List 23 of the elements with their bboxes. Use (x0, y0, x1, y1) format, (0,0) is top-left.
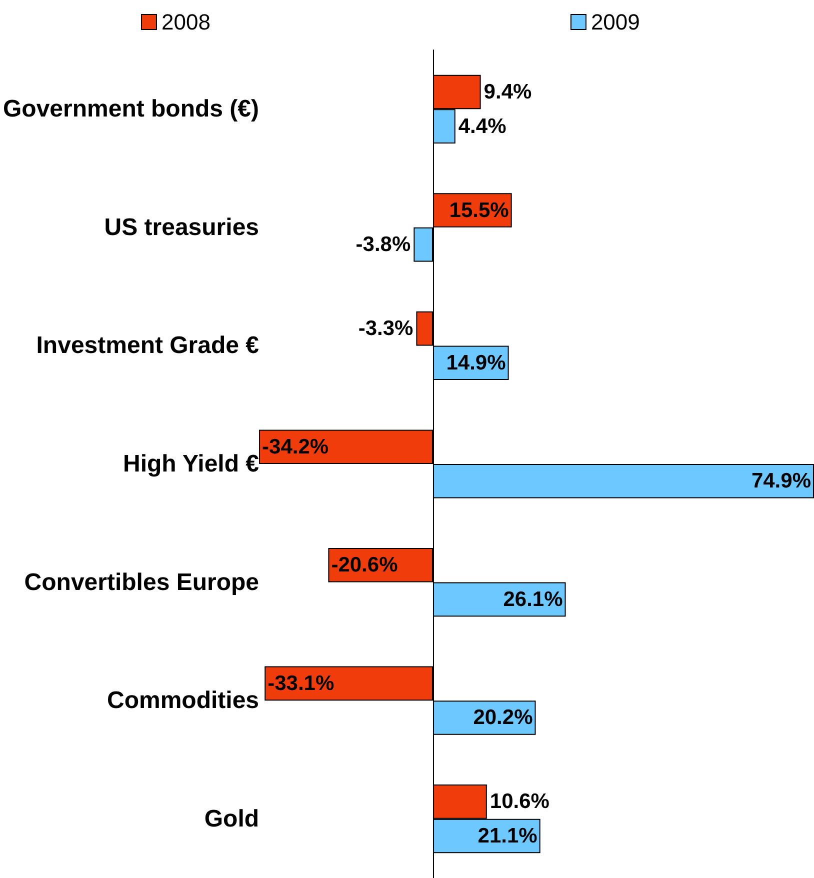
data-label: 9.4% (484, 80, 532, 104)
y-tick-label: Investment Grade € (36, 332, 260, 360)
data-label: 4.4% (458, 114, 507, 138)
y-tick-label: Government bonds (€) (2, 96, 260, 123)
y-tick-label: US treasuries (104, 214, 260, 241)
data-label: -3.3% (358, 317, 414, 340)
legend-label: 2009 (590, 10, 640, 34)
data-label: -33.1% (268, 672, 334, 695)
y-tick-label: High Yield € (122, 450, 260, 478)
data-label: 21.1% (478, 824, 538, 848)
legend-label: 2008 (162, 10, 210, 34)
data-label: -3.8% (356, 233, 411, 256)
y-tick-label: Convertibles Europe (24, 568, 260, 596)
y-tick-label: Commodities (107, 687, 260, 714)
data-label: 20.2% (473, 706, 534, 730)
data-label: 10.6% (490, 790, 550, 814)
data-label: 15.5% (449, 198, 510, 222)
data-label: 14.9% (446, 351, 506, 374)
data-label: 74.9% (751, 470, 812, 493)
y-tick-label: Gold (204, 805, 260, 832)
data-label: 26.1% (503, 588, 564, 611)
data-label: -34.2% (262, 435, 329, 458)
data-label: -20.6% (331, 554, 398, 577)
